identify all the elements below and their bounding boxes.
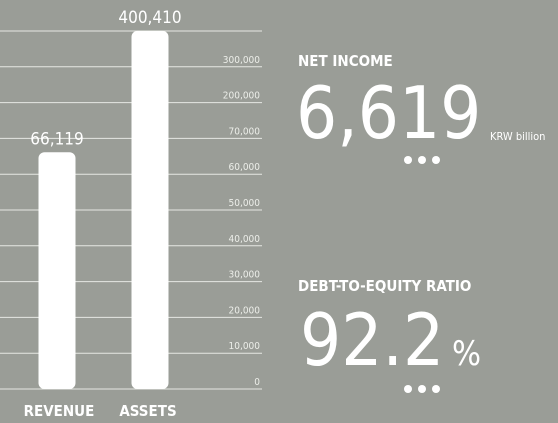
bar xyxy=(131,30,169,390)
value-label: 400,410 xyxy=(118,8,181,28)
y-tick-label: 50,000 xyxy=(229,198,261,209)
y-tick-label: 70,000 xyxy=(229,126,261,137)
y-tick-label: 10,000 xyxy=(229,341,261,352)
kpi-label: NET INCOME xyxy=(298,52,393,70)
y-tick-label: 0 xyxy=(254,377,260,388)
dots xyxy=(404,156,440,164)
y-tick-label: 30,000 xyxy=(229,270,261,281)
kpi-unit: KRW billion xyxy=(490,130,545,143)
kpi-unit: % xyxy=(452,334,481,374)
kpi-label: DEBT-TO-EQUITY RATIO xyxy=(298,277,471,295)
bar xyxy=(38,152,76,389)
y-tick-label: 200,000 xyxy=(223,91,260,102)
y-tick-label: 20,000 xyxy=(229,305,261,316)
y-tick-label: 40,000 xyxy=(229,234,261,245)
kpi-value: 92.2 xyxy=(300,298,444,382)
x-tick-label: REVENUE xyxy=(24,402,95,420)
kpi-value: 6,619 xyxy=(296,71,481,155)
y-tick-label: 300,000 xyxy=(223,55,260,66)
dots xyxy=(404,385,440,393)
value-label: 66,119 xyxy=(30,129,84,149)
y-tick-label: 60,000 xyxy=(229,162,261,173)
x-tick-label: ASSETS xyxy=(119,402,176,420)
